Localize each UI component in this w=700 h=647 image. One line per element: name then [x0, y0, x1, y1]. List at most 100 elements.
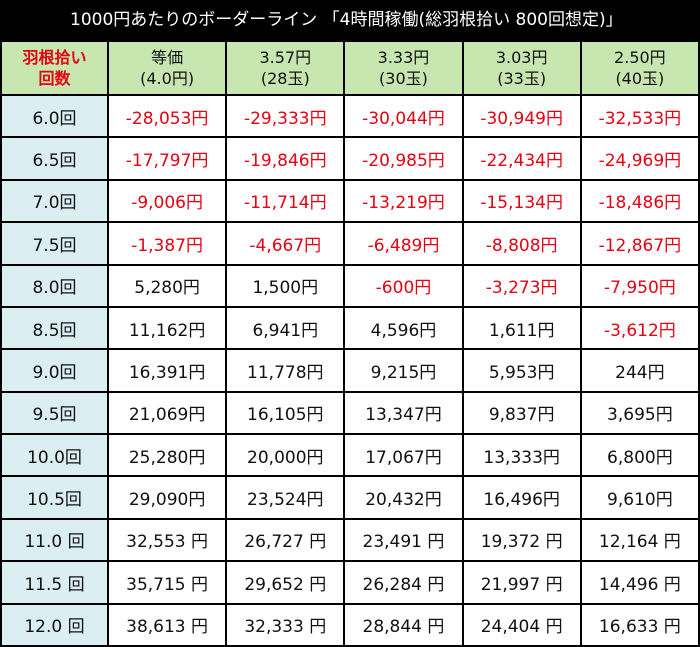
value-cell: 26,284 円: [343, 560, 464, 605]
value-cell: -3,612円: [579, 305, 700, 351]
column-header: 3.57円 (28玉): [225, 40, 346, 96]
value-cell: 17,067円: [343, 432, 464, 478]
value-cell: -8,808円: [461, 221, 582, 266]
row-label: 7.0回: [0, 178, 109, 224]
row-label: 9.0回: [0, 348, 109, 393]
row-label: 12.0 回: [0, 602, 109, 647]
value-cell: 24,404 円: [461, 602, 582, 647]
value-cell: 4,596円: [343, 305, 464, 351]
value-cell: -15,134円: [461, 178, 582, 224]
value-cell: 38,613 円: [106, 602, 228, 647]
value-cell: 13,347円: [343, 390, 464, 436]
column-header: 3.33円 (30玉): [343, 40, 464, 96]
column-header: 3.03円 (33玉): [461, 40, 582, 96]
value-cell: 16,633 円: [579, 602, 700, 647]
value-cell: 9,215円: [343, 348, 464, 393]
data-row: 11.5 回 35,715 円 29,652 円 26,284 円 21,997 円 14…: [0, 560, 700, 605]
row-label: 7.5回: [0, 221, 109, 266]
data-row: 12.0 回 38,613 円 32,333 円 28,844 円 24,404 円 16…: [0, 602, 700, 647]
value-cell: 16,105円: [225, 390, 346, 436]
value-cell: -600円: [343, 263, 464, 308]
value-cell: 244円: [579, 348, 700, 393]
value-cell: -7,950円: [579, 263, 700, 308]
data-row: 6.0回 -28,053円 -29,333円 -30,044円 -30,949円 -32,…: [0, 93, 700, 139]
corner-cell: 羽根拾い 回数: [0, 40, 109, 96]
value-cell: 29,090円: [106, 475, 228, 520]
value-cell: -1,387円: [106, 221, 228, 266]
value-cell: 11,778円: [225, 348, 346, 393]
value-cell: 21,997 円: [461, 560, 582, 605]
data-row: 8.0回 5,280円 1,500円 -600円 -3,273円 -7,950円: [0, 263, 700, 308]
row-label: 10.0回: [0, 432, 109, 478]
value-cell: 12,164 円: [579, 517, 700, 563]
value-cell: -32,533円: [579, 93, 700, 139]
data-row: 10.5回 29,090円 23,524円 20,432円 16,496円 9,610円: [0, 475, 700, 520]
value-cell: -24,969円: [579, 136, 700, 181]
header-row: 羽根拾い 回数 等価 (4.0円) 3.57円 (28玉) 3.33円 (30玉) 3.03円 (…: [0, 40, 700, 96]
column-header-line: (33玉): [497, 69, 547, 88]
value-cell: 13,333円: [461, 432, 582, 478]
value-cell: -18,486円: [579, 178, 700, 224]
value-cell: 11,162円: [106, 305, 228, 351]
row-label: 6.0回: [0, 93, 109, 139]
data-row: 7.5回 -1,387円 -4,667円 -6,489円 -8,808円 -12,867円: [0, 221, 700, 266]
column-header-line: 3.57円: [259, 48, 312, 67]
value-cell: -3,273円: [461, 263, 582, 308]
value-cell: -30,949円: [461, 93, 582, 139]
data-row: 6.5回 -17,797円 -19,846円 -20,985円 -22,434円 -24,…: [0, 136, 700, 181]
value-cell: -13,219円: [343, 178, 464, 224]
value-cell: -11,714円: [225, 178, 346, 224]
value-cell: -9,006円: [106, 178, 228, 224]
value-cell: 1,500円: [225, 263, 346, 308]
border-table: 羽根拾い 回数 等価 (4.0円) 3.57円 (28玉) 3.33円 (30玉) 3.03円 (…: [0, 40, 700, 647]
value-cell: -30,044円: [343, 93, 464, 139]
value-cell: 35,715 円: [106, 560, 228, 605]
value-cell: 3,695円: [579, 390, 700, 436]
value-cell: 25,280円: [106, 432, 228, 478]
value-cell: 9,837円: [461, 390, 582, 436]
value-cell: 6,941円: [225, 305, 346, 351]
row-label: 8.0回: [0, 263, 109, 308]
column-header: 2.50円 (40玉): [579, 40, 700, 96]
column-header-line: (30玉): [379, 69, 428, 88]
value-cell: 28,844 円: [343, 602, 464, 647]
value-cell: -19,846円: [225, 136, 346, 181]
data-row: 11.0 回 32,553 円 26,727 円 23,491 円 19,372 円 12…: [0, 517, 700, 563]
value-cell: 6,800円: [579, 432, 700, 478]
value-cell: 16,496円: [461, 475, 582, 520]
title: 1000円あたりのボーダーライン 「4時間稼働(総羽根拾い 800回想定)」: [70, 10, 623, 30]
value-cell: 5,280円: [106, 263, 228, 308]
column-header-line: (40玉): [615, 69, 665, 88]
value-cell: 21,069円: [106, 390, 228, 436]
row-label: 8.5回: [0, 305, 109, 351]
value-cell: 19,372 円: [461, 517, 582, 563]
row-label: 6.5回: [0, 136, 109, 181]
data-row: 7.0回 -9,006円 -11,714円 -13,219円 -15,134円 -18,4…: [0, 178, 700, 224]
value-cell: 5,953円: [461, 348, 582, 393]
column-header-line: 2.50円: [614, 48, 666, 67]
column-header-line: 3.33円: [377, 48, 430, 67]
value-cell: 1,611円: [461, 305, 582, 351]
column-header: 等価 (4.0円): [106, 40, 228, 96]
row-label: 9.5回: [0, 390, 109, 436]
value-cell: 14,496 円: [579, 560, 700, 605]
value-cell: -29,333円: [225, 93, 346, 139]
value-cell: 20,000円: [225, 432, 346, 478]
value-cell: -20,985円: [343, 136, 464, 181]
row-label: 10.5回: [0, 475, 109, 520]
value-cell: -4,667円: [225, 221, 346, 266]
value-cell: 32,553 円: [106, 517, 228, 563]
column-header-line: (28玉): [260, 69, 310, 88]
value-cell: 23,491 円: [343, 517, 464, 563]
corner-line: 羽根拾い: [22, 48, 87, 67]
value-cell: -17,797円: [106, 136, 228, 181]
value-cell: 9,610円: [579, 475, 700, 520]
row-label: 11.0 回: [0, 517, 109, 563]
value-cell: -22,434円: [461, 136, 582, 181]
data-row: 8.5回 11,162円 6,941円 4,596円 1,611円 -3,612円: [0, 305, 700, 351]
data-row: 10.0回 25,280円 20,000円 17,067円 13,333円 6,800円: [0, 432, 700, 478]
value-cell: 32,333 円: [225, 602, 346, 647]
column-header-line: 3.03円: [495, 48, 548, 67]
value-cell: 20,432円: [343, 475, 464, 520]
